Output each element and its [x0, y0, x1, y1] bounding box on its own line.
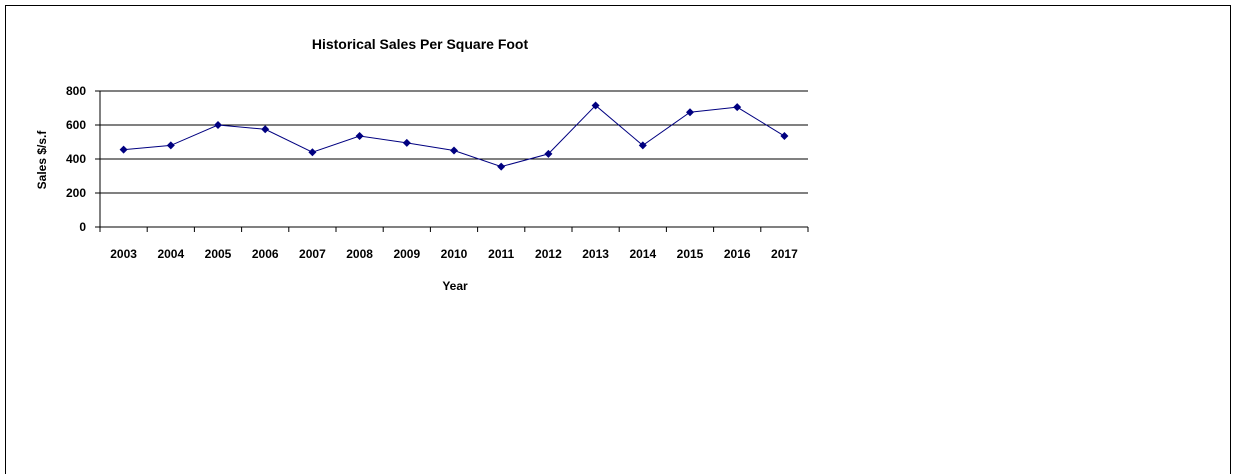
x-tick-label: 2013 [582, 247, 609, 261]
data-point-marker [166, 141, 175, 150]
x-tick-label: 2016 [724, 247, 751, 261]
axes [95, 90, 809, 232]
data-point-marker [214, 121, 222, 129]
x-tick-label: 2003 [110, 247, 137, 261]
data-point-marker [308, 148, 317, 157]
data-point-marker [355, 132, 364, 141]
x-axis-label: Year [442, 279, 468, 293]
y-tick-label: 800 [66, 84, 86, 98]
y-tick-labels: 0 200 400 600 800 [66, 84, 86, 234]
data-point-marker [733, 103, 742, 112]
data-point-marker [497, 162, 506, 171]
x-tick-label: 2010 [441, 247, 468, 261]
chart-frame [5, 5, 1231, 474]
x-tick-label: 2007 [299, 247, 326, 261]
x-tick-label: 2006 [252, 247, 279, 261]
x-tick-label: 2015 [677, 247, 704, 261]
y-tick-label: 0 [79, 220, 86, 234]
data-point-marker [591, 101, 600, 110]
data-point-marker [780, 132, 789, 141]
y-axis-label: Sales $/s.f [35, 130, 49, 190]
x-tick-label: 2009 [393, 247, 420, 261]
data-point-marker [638, 141, 647, 150]
data-point-marker [261, 125, 270, 134]
x-tick-label: 2014 [629, 247, 656, 261]
x-tick-label: 2017 [771, 247, 798, 261]
gridlines [100, 90, 808, 194]
chart-title: Historical Sales Per Square Foot [312, 36, 529, 52]
data-point-marker [402, 138, 411, 147]
x-tick-label: 2008 [346, 247, 373, 261]
series-line [123, 104, 785, 168]
series-layer [119, 101, 789, 171]
x-tick-label: 2012 [535, 247, 562, 261]
y-tick-label: 200 [66, 186, 86, 200]
data-point-marker [686, 108, 694, 117]
x-tick-labels: 2003 2004 2005 2006 2007 2008 2009 2010 2011 2012… [110, 247, 798, 261]
x-tick-label: 2005 [205, 247, 232, 261]
data-point-marker [450, 146, 458, 155]
y-tick-label: 400 [66, 152, 86, 166]
data-point-marker [544, 149, 553, 158]
data-point-marker [119, 145, 128, 154]
x-tick-label: 2011 [488, 247, 514, 261]
x-tick-label: 2004 [157, 247, 184, 261]
y-tick-label: 600 [66, 118, 86, 132]
